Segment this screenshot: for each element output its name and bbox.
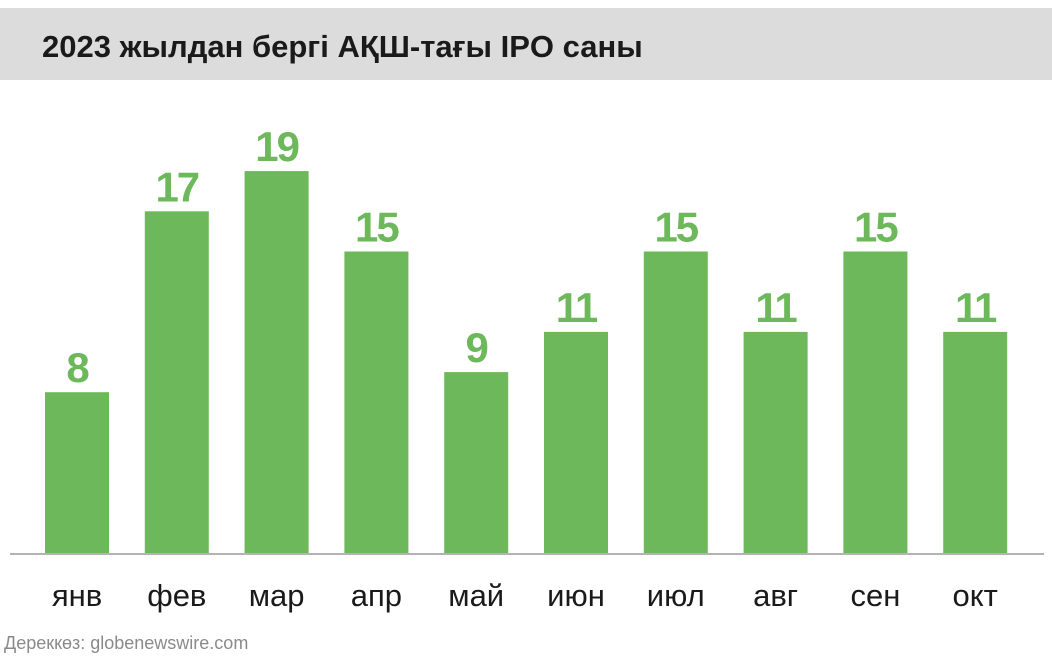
category-label-июл: июл <box>647 578 705 613</box>
category-label-май: май <box>448 578 504 613</box>
chart-title: 2023 жылдан бергі АҚШ-тағы IPO саны <box>42 29 643 64</box>
value-label-янв: 8 <box>66 344 89 391</box>
bar-июн <box>544 331 608 553</box>
bar-мар <box>244 171 309 553</box>
bar-chart: 8 17 19 15 9 11 15 11 15 11 янв фев мар апр май июн июл… <box>10 123 1044 613</box>
bar-фев <box>144 211 209 554</box>
category-label-мар: мар <box>249 578 305 613</box>
value-label-авг: 11 <box>755 284 797 331</box>
category-label-авг: авг <box>753 578 798 613</box>
bar-июл <box>643 251 708 553</box>
category-label-фев: фев <box>147 578 206 613</box>
category-label-апр: апр <box>351 578 402 613</box>
value-label-окт: 11 <box>955 284 997 331</box>
value-label-апр: 15 <box>355 204 399 251</box>
value-label-июн: 11 <box>556 284 598 331</box>
bar-авг <box>743 331 808 553</box>
value-label-май: 9 <box>466 324 488 371</box>
bar-апр <box>344 251 409 553</box>
title-bar: 2023 жылдан бергі АҚШ-тағы IPO саны <box>0 8 1052 80</box>
value-labels-group: 8 17 19 15 9 11 15 11 15 11 <box>66 123 999 391</box>
category-label-янв: янв <box>52 578 102 613</box>
category-labels-group: янв фев мар апр май июн июл авг сен окт <box>52 578 998 613</box>
bar-май <box>444 372 509 553</box>
category-label-окт: окт <box>953 578 998 613</box>
bar-сен <box>843 251 908 553</box>
category-label-июн: июн <box>547 578 605 613</box>
source-note: Дереккөз: globenewswire.com <box>4 633 249 653</box>
value-label-сен: 15 <box>854 204 898 251</box>
category-label-сен: сен <box>850 578 900 613</box>
value-label-фев: 17 <box>155 163 198 210</box>
bar-окт <box>943 331 1008 553</box>
value-label-мар: 19 <box>255 123 298 170</box>
bars-group <box>45 171 1008 554</box>
value-label-июл: 15 <box>654 204 698 251</box>
bar-янв <box>45 392 109 553</box>
